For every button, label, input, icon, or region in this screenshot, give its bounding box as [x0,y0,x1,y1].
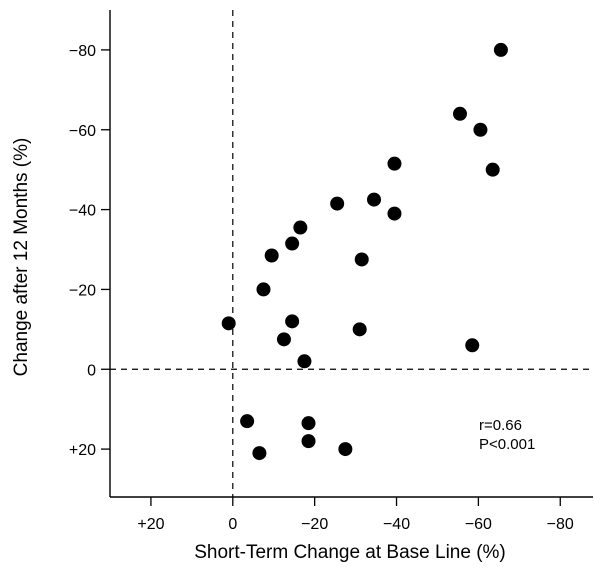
x-tick-label: −60 [465,516,492,533]
x-tick-label: −40 [383,516,410,533]
data-point [387,206,402,221]
correlation-annotation: r=0.66 [479,417,522,434]
data-point [485,162,500,177]
y-tick-label: −40 [69,203,96,220]
data-point [493,42,508,57]
data-point [330,196,345,211]
data-point [256,282,271,297]
plot-frame [109,10,593,498]
y-axis-ticks: +20 0 −20 −40 −60 −80 [69,43,110,459]
data-point [221,316,236,331]
data-point [465,338,480,353]
x-tick-label: −20 [301,516,328,533]
data-point [367,192,382,207]
data-point [285,314,300,329]
data-point [352,322,367,337]
data-point [338,442,353,457]
y-tick-label: −20 [69,282,96,299]
data-point [387,156,402,171]
y-tick-label: −80 [69,43,96,60]
data-points [221,42,508,461]
x-axis-title: Short-Term Change at Base Line (%) [194,542,506,563]
reference-lines [110,10,593,497]
y-tick-label: 0 [87,362,96,379]
data-point [293,220,308,235]
data-point [301,416,316,431]
y-tick-label: −60 [69,123,96,140]
data-point [264,248,279,263]
data-point [297,354,312,369]
data-point [301,434,316,449]
x-tick-label: +20 [137,516,164,533]
data-point [276,332,291,347]
y-tick-label: +20 [69,442,96,459]
x-axis-ticks: +20 0 −20 −40 −60 −80 [137,497,574,533]
data-point [285,236,300,251]
y-axis-title: Change after 12 Months (%) [11,138,32,377]
data-point [354,252,369,267]
p-value-annotation: P<0.001 [479,436,535,453]
x-tick-label: −80 [547,516,574,533]
x-tick-label: 0 [228,516,237,533]
data-point [252,446,267,461]
data-point [473,122,488,137]
data-point [452,106,467,121]
data-point [240,414,255,429]
